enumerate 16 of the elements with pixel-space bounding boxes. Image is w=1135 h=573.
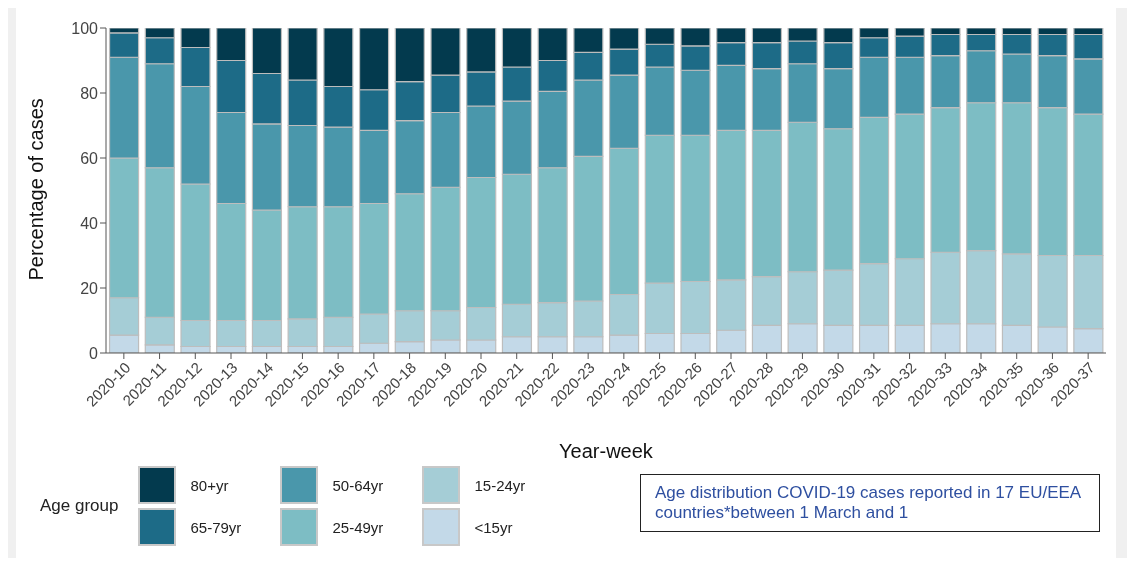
legend-label: 25-49yr [332, 518, 385, 536]
y-tick-label: 60 [80, 149, 99, 167]
y-tick-label: 20 [80, 279, 99, 297]
legend-label: <15yr [474, 518, 514, 536]
text: Age distribution COVID-19 cases reported in 17 EU/EEA countries*between 1 March and 1 [640, 474, 1100, 532]
legend-label: 80+yr [190, 476, 230, 494]
y-axis-title: Percentage of cases [25, 98, 48, 281]
legend-label: 15-24yr [474, 476, 527, 494]
legend-title: Age group [40, 496, 119, 516]
legend-label: 50-64yr [332, 476, 385, 494]
y-tick-label: 40 [80, 214, 99, 232]
x-axis-title: Year-week [559, 440, 654, 462]
legend-label: 65-79yr [190, 518, 243, 536]
y-tick-label: 80 [80, 84, 99, 102]
y-tick-label: 100 [71, 19, 99, 37]
y-tick-label: 0 [89, 344, 99, 362]
